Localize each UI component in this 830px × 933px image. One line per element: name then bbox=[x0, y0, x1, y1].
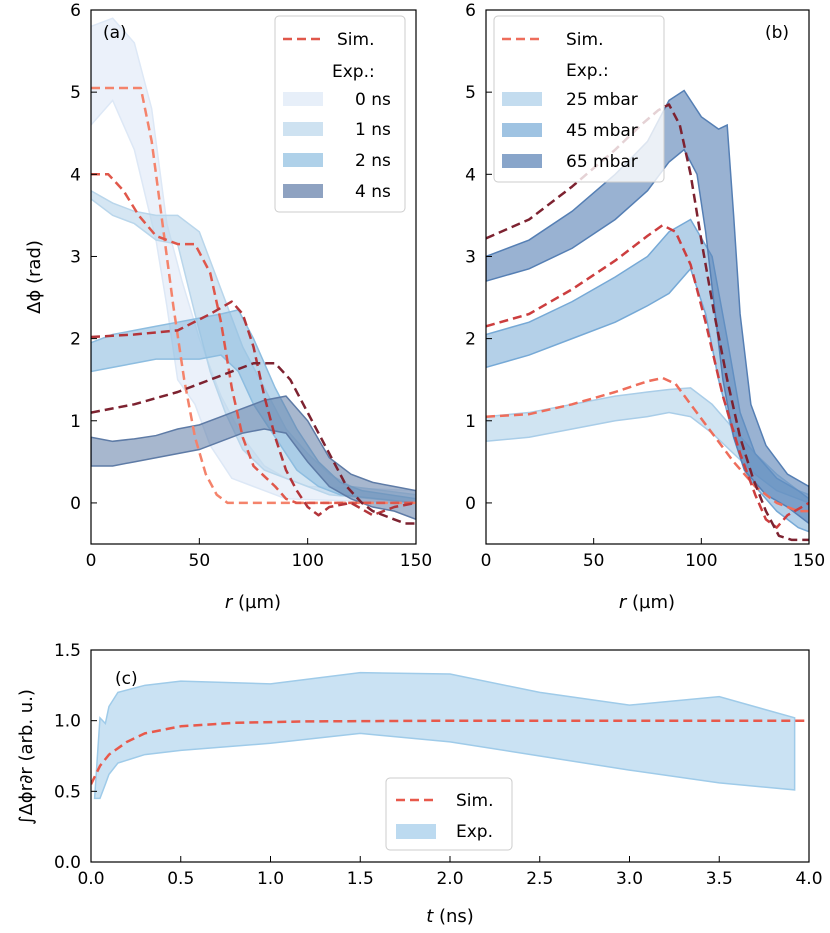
x-tick-label: 2.0 bbox=[436, 869, 463, 889]
panel-b: 0 50 100 150 0 1 2 3 4 5 6 (b) r (µm) Sim. Exp.: 2… bbox=[465, 1, 825, 613]
y-tick-label: 0 bbox=[70, 494, 81, 514]
y-tick-label: 0 bbox=[465, 494, 476, 514]
x-axis-var-a: r bbox=[225, 592, 234, 613]
x-tick-label: 100 bbox=[291, 551, 323, 571]
axes-frame-a bbox=[90, 9, 417, 545]
x-tick-label: 2.5 bbox=[526, 869, 553, 889]
sim-line-a-sim2ns bbox=[91, 300, 416, 517]
x-axis-unit-c: (ns) bbox=[433, 906, 474, 927]
axes-frame-b bbox=[485, 9, 810, 545]
legend-frame-c bbox=[385, 777, 513, 851]
x-tick-label: 0 bbox=[86, 551, 97, 571]
legend-swatch-0ns bbox=[283, 92, 323, 106]
legend-a: Sim. Exp.: 0 ns 1 ns 2 ns 4 ns bbox=[274, 15, 406, 213]
panel-label-c: (c) bbox=[115, 669, 138, 689]
panel-c: 0.0 0.5 1.0 1.5 2.0 2.5 3.0 3.5 4.00.00.51.01.5 … bbox=[16, 641, 823, 927]
x-tick-label: 3.0 bbox=[616, 869, 643, 889]
legend-sim-label-b: Sim. bbox=[566, 30, 603, 50]
legend-exp-label-c: Exp. bbox=[456, 822, 493, 842]
exp-band-c-exp. bbox=[93, 671, 796, 800]
x-axis-unit-a: (µm) bbox=[232, 592, 281, 613]
x-tick-label: 150 bbox=[400, 551, 432, 571]
legend-swatch-65mbar bbox=[502, 154, 542, 168]
y-tick-label: 1.5 bbox=[54, 641, 81, 661]
panel-a: 0 50 100 150 0 1 2 3 4 5 6 (a) r (µm) Δϕ (rad) Sim… bbox=[24, 1, 432, 613]
ticks-a: 0 50 100 150 0 1 2 3 4 5 6 bbox=[70, 1, 432, 571]
y-tick-label: 0.0 bbox=[54, 853, 81, 873]
legend-swatch-4ns bbox=[283, 184, 323, 198]
exp-band-a-4ns bbox=[91, 395, 416, 521]
sim-line-a-sim0ns bbox=[91, 86, 416, 505]
y-tick-label: 1 bbox=[70, 412, 81, 432]
sim-line-c-sim bbox=[91, 719, 809, 785]
x-tick-label: 50 bbox=[189, 551, 211, 571]
panel-label-a: (a) bbox=[103, 23, 127, 43]
y-tick-label: 2 bbox=[465, 330, 476, 350]
legend-frame-b bbox=[493, 15, 665, 183]
y-tick-label: 2 bbox=[70, 330, 81, 350]
y-tick-label: 3 bbox=[465, 247, 476, 267]
x-tick-label: 0.0 bbox=[77, 869, 104, 889]
y-tick-label: 5 bbox=[70, 83, 81, 103]
legend-swatch-45mbar bbox=[502, 123, 542, 137]
y-tick-label: 0.5 bbox=[54, 782, 81, 802]
legend-swatch-25mbar bbox=[502, 92, 542, 106]
legend-exp-swatch-c bbox=[396, 824, 436, 839]
x-tick-label: 100 bbox=[685, 551, 717, 571]
legend-entry-2ns: 2 ns bbox=[355, 151, 391, 171]
x-axis-label-a: r (µm) bbox=[225, 592, 281, 613]
legend-sim-label-a: Sim. bbox=[337, 30, 374, 50]
panel-label-b: (b) bbox=[765, 23, 789, 43]
y-tick-label: 5 bbox=[465, 83, 476, 103]
legend-entry-1ns: 1 ns bbox=[355, 120, 391, 140]
y-tick-label: 6 bbox=[465, 1, 476, 21]
x-axis-var-b: r bbox=[619, 592, 628, 613]
y-tick-label: 4 bbox=[465, 165, 476, 185]
legend-entry-65mbar: 65 mbar bbox=[566, 152, 638, 172]
x-tick-label: 0 bbox=[481, 551, 492, 571]
y-tick-label: 1.0 bbox=[54, 712, 81, 732]
ticks-b: 0 50 100 150 0 1 2 3 4 5 6 bbox=[465, 1, 825, 571]
exp-band-a-2ns bbox=[91, 308, 416, 504]
x-tick-label: 4.0 bbox=[795, 869, 822, 889]
x-tick-label: 1.5 bbox=[347, 869, 374, 889]
ticks-c: 0.0 0.5 1.0 1.5 2.0 2.5 3.0 3.5 4.0 0.0 0.5 1.0 1.5 bbox=[54, 641, 823, 889]
exp-band-a-1ns bbox=[91, 189, 416, 504]
y-tick-label: 4 bbox=[70, 165, 81, 185]
y-tick-label: 6 bbox=[70, 1, 81, 21]
x-axis-label-c: t (ns) bbox=[426, 906, 474, 927]
y-axis-label-a: Δϕ (rad) bbox=[24, 240, 45, 314]
sim-line-a-sim4ns bbox=[91, 362, 416, 525]
y-tick-label: 1 bbox=[465, 412, 476, 432]
plot-area-a bbox=[91, 17, 416, 525]
legend-c: Sim. Exp. bbox=[385, 777, 513, 851]
legend-swatch-1ns bbox=[283, 122, 323, 136]
plot-area-c bbox=[91, 671, 809, 800]
legend-b: Sim. Exp.: 25 mbar 45 mbar 65 mbar bbox=[493, 15, 665, 183]
x-tick-label: 1.0 bbox=[257, 869, 284, 889]
exp-band-b-25mbar bbox=[486, 387, 809, 504]
legend-entry-0ns: 0 ns bbox=[355, 90, 391, 110]
y-tick-label: 3 bbox=[70, 247, 81, 267]
legend-entry-25mbar: 25 mbar bbox=[566, 90, 638, 110]
x-axis-unit-b: (µm) bbox=[626, 592, 675, 613]
legend-entry-45mbar: 45 mbar bbox=[566, 121, 638, 141]
sim-line-b-sim45mbar bbox=[486, 223, 809, 529]
legend-entry-4ns: 4 ns bbox=[355, 182, 391, 202]
y-axis-label-c: ∫Δϕr∂r (arb. u.) bbox=[16, 689, 37, 825]
x-tick-label: 0.5 bbox=[167, 869, 194, 889]
x-tick-label: 3.5 bbox=[706, 869, 733, 889]
legend-exp-label-a: Exp.: bbox=[332, 62, 375, 82]
x-tick-label: 50 bbox=[583, 551, 605, 571]
legend-sim-label-c: Sim. bbox=[456, 791, 493, 811]
x-axis-label-b: r (µm) bbox=[619, 592, 675, 613]
legend-swatch-2ns bbox=[283, 153, 323, 167]
x-axis-var-c: t bbox=[426, 906, 434, 927]
legend-exp-label-b: Exp.: bbox=[566, 61, 609, 81]
x-tick-label: 150 bbox=[793, 551, 825, 571]
